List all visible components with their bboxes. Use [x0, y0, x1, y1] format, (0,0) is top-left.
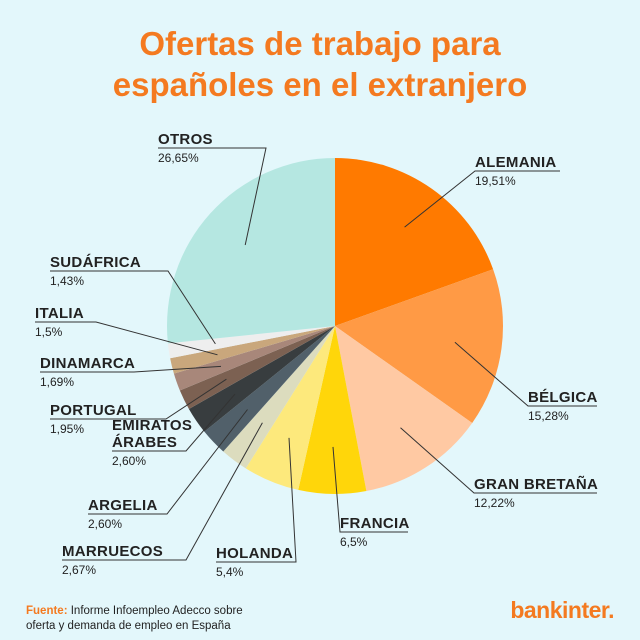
- pie-slice: [335, 158, 494, 326]
- leader-line: [216, 437, 297, 563]
- slice-value-label: 26,65%: [158, 151, 199, 165]
- source-label: Fuente:: [26, 605, 68, 617]
- pie-slice: [335, 326, 473, 492]
- pie-slice: [204, 326, 335, 452]
- slice-name-label: ÁRABES: [112, 434, 177, 451]
- leader-lines: [35, 147, 597, 563]
- slice-value-label: 12,22%: [474, 496, 515, 510]
- leader-line: [400, 427, 597, 494]
- slice-name-label: DINAMARCA: [40, 355, 135, 372]
- pie-slice: [167, 326, 335, 359]
- slice-value-label: 1,43%: [50, 274, 84, 288]
- bankinter-logo: bankinter.: [510, 597, 614, 623]
- pie-slice: [173, 326, 335, 391]
- slice-name-label: ARGELIA: [88, 497, 158, 514]
- slice-value-label: 2,60%: [88, 517, 122, 531]
- leader-line: [62, 422, 263, 561]
- chart-title-line-1: Ofertas de trabajo para: [139, 25, 501, 62]
- leader-line: [404, 170, 560, 228]
- slice-name-label: BÉLGICA: [528, 389, 598, 406]
- source-note: Fuente: Informe Infoempleo Adecco sobre …: [26, 604, 243, 634]
- leader-line: [50, 270, 216, 345]
- pie-slice: [170, 326, 335, 374]
- pie-slices: [166, 158, 504, 494]
- source-text-1: Informe Infoempleo Adecco sobre: [70, 605, 243, 617]
- pie-slice: [223, 326, 335, 469]
- slice-name-label: PORTUGAL: [50, 402, 137, 419]
- leader-line: [112, 393, 236, 452]
- slice-value-label: 5,4%: [216, 565, 244, 579]
- slice-value-label: 2,60%: [112, 454, 146, 468]
- pie-slice: [245, 326, 335, 490]
- slice-labels: ALEMANIA 19,51% BÉLGICA 15,28% GRAN BRETAÑA 1…: [35, 131, 598, 579]
- slice-name-label: SUDÁFRICA: [50, 254, 141, 271]
- pie-slice: [166, 158, 335, 344]
- slice-name-label: EMIRATOS: [112, 417, 192, 434]
- slice-name-label: ITALIA: [35, 305, 84, 322]
- leader-line: [35, 321, 218, 356]
- pie-slice: [298, 326, 367, 494]
- leader-line: [158, 147, 267, 246]
- slice-name-label: MARRUECOS: [62, 543, 163, 560]
- leader-line: [50, 378, 227, 420]
- chart-title-line-2: españoles en el extranjero: [112, 66, 528, 103]
- slice-name-label: HOLANDA: [216, 545, 293, 562]
- leader-line: [332, 446, 408, 533]
- slice-value-label: 19,51%: [475, 174, 516, 188]
- slice-name-label: ALEMANIA: [475, 154, 557, 171]
- slice-name-label: GRAN BRETAÑA: [474, 475, 598, 493]
- slice-value-label: 15,28%: [528, 409, 569, 423]
- leader-line: [454, 341, 597, 407]
- pie-slice: [179, 326, 335, 409]
- leader-line: [40, 365, 222, 373]
- slice-value-label: 1,69%: [40, 375, 74, 389]
- slice-value-label: 2,67%: [62, 563, 96, 577]
- slice-name-label: OTROS: [158, 131, 213, 148]
- slice-value-label: 6,5%: [340, 535, 368, 549]
- source-text-2: oferta y demanda de empleo en España: [26, 620, 231, 632]
- leader-line: [88, 409, 248, 515]
- pie-slice: [335, 269, 504, 423]
- slice-value-label: 1,95%: [50, 422, 84, 436]
- slice-name-label: FRANCIA: [340, 515, 410, 532]
- slice-value-label: 1,5%: [35, 325, 63, 339]
